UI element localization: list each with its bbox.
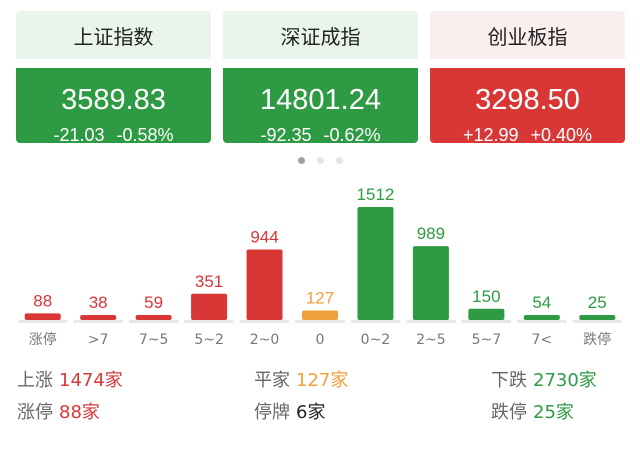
index-change-row: +12.99 +0.40%	[430, 125, 625, 143]
bar-value-label: 351	[195, 272, 223, 291]
index-change-pct: -0.58%	[116, 125, 174, 143]
bar	[302, 310, 338, 320]
bar-baseline	[18, 320, 68, 323]
rise-fall-distribution-chart: 88 涨停 38 >7 59 7~5 351 5~2 944 2~0 127 0 1512 0~2 989 2…	[18, 185, 622, 348]
bar-value-label: 150	[472, 287, 500, 306]
bar-value-label: 25	[588, 293, 607, 312]
bar-value-label: 38	[89, 293, 108, 312]
stat-label: 停牌	[254, 402, 290, 423]
index-value: 3298.50	[475, 84, 580, 116]
index-name: 上证指数	[73, 24, 154, 49]
index-change: -21.03	[53, 125, 105, 143]
stat-label: 上涨	[17, 370, 53, 391]
category-label: 5~7	[472, 332, 502, 348]
stat-value: 88家	[59, 402, 100, 423]
bar-baseline	[295, 320, 345, 323]
index-change: +12.99	[462, 125, 519, 143]
bar	[412, 246, 449, 320]
bar-baseline	[350, 320, 401, 323]
index-value: 3589.83	[61, 84, 166, 116]
bar-value-label: 59	[144, 293, 163, 312]
bar	[468, 308, 505, 320]
bar-value-label: 88	[33, 291, 52, 310]
category-label: 跌停	[583, 331, 611, 348]
bar-baseline	[517, 320, 567, 323]
category-label: >7	[88, 332, 109, 348]
bar-baseline	[239, 320, 290, 323]
pager-dot[interactable]	[316, 157, 324, 164]
stat-up: 上涨 1474家	[17, 366, 123, 392]
index-card-shanghai[interactable]: 上证指数 3589.83 -21.03 -0.58%	[16, 11, 211, 143]
bar	[191, 293, 228, 320]
bar-baseline	[184, 320, 234, 323]
stat-flat: 平家 127家	[254, 366, 348, 392]
stat-value: 127家	[296, 370, 349, 391]
stat-limit-down: 跌停 25家	[491, 398, 574, 424]
bar-value-label: 1512	[357, 185, 395, 204]
category-label: 2~5	[416, 332, 446, 348]
index-change-pct: -0.62%	[323, 125, 381, 143]
stat-value: 6家	[296, 402, 326, 423]
bar-value-label: 944	[250, 227, 278, 246]
bar-baseline	[73, 320, 123, 323]
index-change: -92.35	[260, 125, 312, 143]
index-change-row: -92.35 -0.62%	[223, 125, 418, 143]
bar-baseline	[461, 320, 512, 323]
stat-value: 2730家	[533, 370, 597, 391]
bar-baseline	[128, 320, 179, 323]
index-value: 14801.24	[260, 84, 381, 116]
index-card-header: 创业板指	[430, 11, 625, 59]
index-card-body: 3589.83 -21.03 -0.58%	[16, 68, 211, 143]
pager-dots	[0, 157, 640, 164]
index-card-header: 深证成指	[223, 11, 418, 59]
stat-value: 25家	[533, 402, 574, 423]
stat-limit-up: 涨停 88家	[17, 398, 100, 424]
index-change-pct: +0.40%	[530, 125, 593, 143]
stat-label: 跌停	[491, 402, 527, 423]
category-label: 0	[316, 332, 325, 348]
bar-value-label: 989	[417, 224, 445, 243]
index-card-header: 上证指数	[16, 11, 211, 59]
stat-down: 下跌 2730家	[491, 366, 597, 392]
category-label: 2~0	[250, 332, 280, 348]
bar-baseline	[572, 320, 622, 323]
category-label: 7<	[531, 332, 552, 348]
index-card-chinext[interactable]: 创业板指 3298.50 +12.99 +0.40%	[430, 11, 625, 143]
bar	[24, 313, 61, 320]
bar-value-label: 127	[306, 289, 334, 308]
stat-value: 1474家	[59, 370, 123, 391]
index-name: 深证成指	[280, 24, 361, 49]
pager-dot[interactable]	[297, 157, 305, 164]
stat-label: 涨停	[17, 402, 53, 423]
category-label: 0~2	[361, 332, 391, 348]
category-label: 7~5	[139, 332, 169, 348]
bar	[523, 315, 560, 320]
index-card-shenzhen[interactable]: 深证成指 14801.24 -92.35 -0.62%	[223, 11, 418, 143]
stat-label: 下跌	[491, 370, 527, 391]
bar	[246, 249, 283, 320]
bar-value-label: 54	[532, 293, 551, 312]
stat-label: 平家	[254, 370, 290, 391]
bar	[135, 315, 172, 320]
index-name: 创业板指	[487, 24, 568, 49]
category-label: 5~2	[194, 332, 224, 348]
stat-suspended: 停牌 6家	[254, 398, 325, 424]
index-change-row: -21.03 -0.58%	[16, 125, 211, 143]
bar-baseline	[406, 320, 456, 323]
category-label: 涨停	[29, 331, 57, 348]
index-card-body: 14801.24 -92.35 -0.62%	[223, 68, 418, 143]
bar	[579, 315, 616, 320]
index-card-body: 3298.50 +12.99 +0.40%	[430, 68, 625, 143]
bar	[357, 207, 394, 320]
bar	[80, 315, 117, 320]
pager-dot[interactable]	[335, 157, 343, 164]
